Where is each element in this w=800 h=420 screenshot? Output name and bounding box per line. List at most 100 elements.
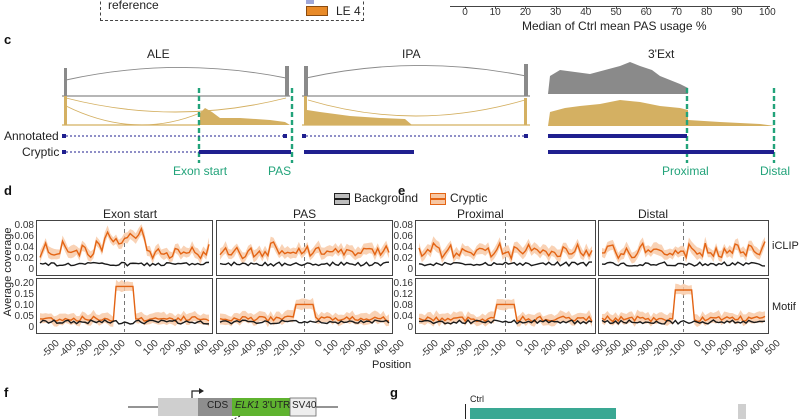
panel-e-letter: e <box>398 183 406 198</box>
top-axis-tick-mark <box>767 6 768 9</box>
y-tick-label: 0.04 <box>14 242 34 253</box>
background-line <box>601 261 766 267</box>
y-tick-label: 0.05 <box>14 311 34 322</box>
ctrl-label: Ctrl <box>470 394 484 404</box>
y-tick-label: 0 <box>407 322 413 333</box>
top-axis-tick-label: 30 <box>550 7 562 18</box>
x-axis-label: Position <box>372 359 412 371</box>
cryptic-ribbon <box>419 236 592 265</box>
panel-c-letter: c <box>4 32 12 47</box>
panel-g-letter: g <box>390 385 398 400</box>
row-label-cryptic: Cryptic <box>22 145 60 159</box>
panel-f-letter: f <box>4 385 9 400</box>
utr-suffix: 3'UTR <box>259 400 291 411</box>
panel-c-title-ale: ALE <box>147 47 170 61</box>
y-tick-label: 0.10 <box>14 300 34 311</box>
y-tick-label: 0.08 <box>393 300 413 311</box>
reference-box <box>100 0 364 21</box>
y-tick-label: 0.06 <box>393 231 413 242</box>
top-axis-tick-mark <box>706 6 708 9</box>
top-axis-tick-mark <box>736 6 738 9</box>
top-axis-tick-label: 0 <box>462 7 468 18</box>
top-axis-line <box>450 6 770 7</box>
top-axis-tick-mark <box>525 6 527 9</box>
top-axis-tick-mark <box>495 6 497 9</box>
cryptic-line <box>219 241 390 260</box>
top-axis-tick-label: 70 <box>670 7 682 18</box>
strip-iclip: iCLIP <box>772 240 799 252</box>
marker-distal: Distal <box>760 164 791 178</box>
marker-exon-start: Exon start <box>173 164 228 178</box>
y-tick-label: 0 <box>407 264 413 275</box>
ctrl-gray-bar <box>738 404 746 419</box>
ipa-gray-track <box>302 64 530 97</box>
legend-background-label: Background <box>354 191 419 205</box>
y-tick-label: 0.02 <box>14 253 34 264</box>
top-axis-tick-label: 80 <box>701 7 713 18</box>
top-axis-title: Median of Ctrl mean PAS usage % <box>522 19 707 33</box>
background-line <box>418 318 593 325</box>
cryptic-line <box>601 241 766 260</box>
panel-f-construct <box>128 388 338 420</box>
top-axis-tick-label: 20 <box>519 7 531 18</box>
marker-pas: PAS <box>268 164 292 178</box>
facet-title-pas: PAS <box>293 207 317 221</box>
reference-label: reference <box>108 0 159 12</box>
top-axis-tick-label: 100 <box>759 7 776 18</box>
y-tick-label: 0 <box>28 322 34 333</box>
top-axis-tick-mark <box>676 6 678 9</box>
top-axis-tick-label: 50 <box>610 7 622 18</box>
y-tick-label: 0.02 <box>393 253 413 264</box>
le4-label: LE 4 <box>336 4 361 18</box>
facet-title-proximal: Proximal <box>457 207 504 221</box>
ipa-gold-track <box>302 96 530 126</box>
legend-cryptic-line <box>430 198 446 200</box>
top-axis-tick-mark <box>555 6 557 9</box>
cryptic-ribbon <box>220 297 389 328</box>
top-axis-tick-mark <box>616 6 617 9</box>
background-line <box>219 319 390 325</box>
y-tick-label: 0.15 <box>14 289 34 300</box>
background-line <box>601 319 766 325</box>
panel-c-title-ipa: IPA <box>402 47 421 61</box>
y-tick-label: 0.06 <box>14 231 34 242</box>
cryptic-ribbon <box>40 279 209 327</box>
top-axis-tick-label: 60 <box>640 7 652 18</box>
utr-gene: ELK1 <box>235 400 260 411</box>
utr-label: ELK1 3'UTR <box>235 400 290 411</box>
cryptic-line <box>418 303 593 323</box>
cryptic-line <box>418 241 593 261</box>
cryptic-ribbon <box>602 283 765 327</box>
cryptic-line <box>39 226 210 261</box>
y-tick-label: 0.16 <box>393 278 413 289</box>
top-axis-tick-label: 10 <box>489 7 501 18</box>
y-tick-label: 0.04 <box>393 311 413 322</box>
panel-d-letter: d <box>4 183 12 198</box>
marker-proximal: Proximal <box>662 164 709 178</box>
y-tick-label: 0.20 <box>14 278 34 289</box>
sv40-label: SV40 <box>292 400 317 411</box>
facet-title-exon-start: Exon start <box>103 207 158 221</box>
y-tick-label: 0.08 <box>393 220 413 231</box>
background-line <box>39 319 210 325</box>
ctrl-coverage <box>470 408 616 419</box>
le4-swatch <box>306 6 328 16</box>
panel-c-tracks <box>62 62 776 163</box>
cryptic-line <box>219 303 390 323</box>
y-tick-label: 0.04 <box>393 242 413 253</box>
legend-cryptic-label: Cryptic <box>450 191 488 205</box>
cryptic-line <box>601 289 766 323</box>
top-axis-tick-label: 90 <box>731 7 743 18</box>
panel-c-title-3ext: 3'Ext <box>648 47 675 61</box>
top-axis-tick-mark <box>646 6 648 9</box>
strip-motif: Motif <box>772 301 796 313</box>
reference-swatch <box>306 0 314 4</box>
background-line <box>418 260 593 267</box>
cds-label: CDS <box>207 400 229 411</box>
background-line <box>39 261 210 267</box>
legend-background-line <box>334 198 350 200</box>
top-axis-tick-mark <box>465 6 466 9</box>
background-line <box>219 261 390 267</box>
ale-gold-track <box>62 96 290 126</box>
